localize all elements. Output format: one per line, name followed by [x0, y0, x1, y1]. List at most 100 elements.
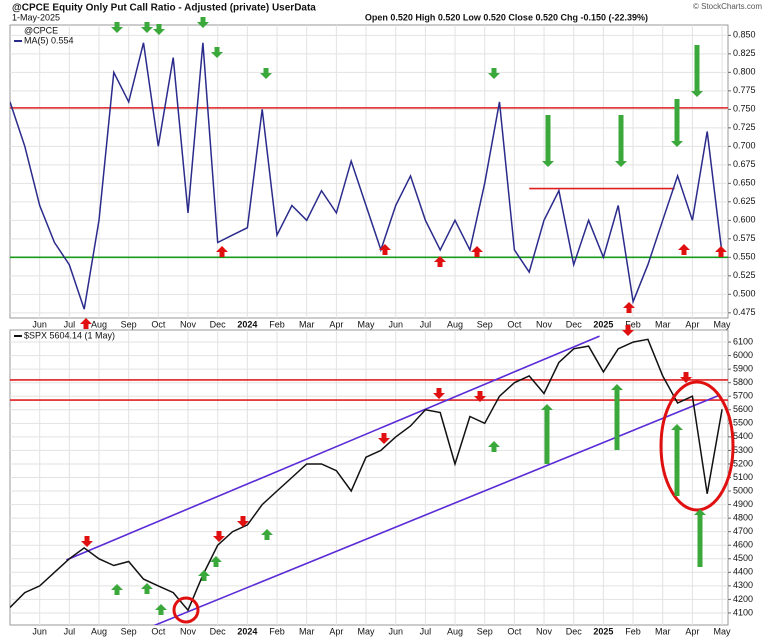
- x-tick-label: Mar: [655, 319, 671, 329]
- x-tick-label: Nov: [180, 626, 197, 636]
- highlight-ellipse: [659, 380, 735, 512]
- arrow: [611, 384, 623, 450]
- x-tick-label: Jun: [32, 626, 47, 636]
- y-tick-label: 0.500: [733, 289, 756, 299]
- x-tick-label: Feb: [625, 626, 641, 636]
- x-tick-label: Feb: [625, 319, 641, 329]
- y-tick-label: 0.850: [733, 30, 756, 40]
- arrow: [715, 246, 727, 257]
- arrow: [379, 244, 391, 255]
- x-tick-label: Dec: [210, 319, 227, 329]
- y-tick-label: 5300: [733, 445, 753, 455]
- x-tick-label: May: [714, 626, 732, 636]
- x-tick-label: Dec: [566, 626, 583, 636]
- credit: © StockCharts.com: [693, 2, 762, 11]
- plot-content: [10, 335, 728, 625]
- y-tick-label: 5000: [733, 485, 753, 495]
- y-tick-label: 4400: [733, 567, 753, 577]
- y-tick-label: 4200: [733, 594, 753, 604]
- y-tick-label: 0.675: [733, 159, 756, 169]
- arrow: [197, 17, 209, 28]
- arrow: [260, 68, 272, 79]
- arrow: [434, 256, 446, 267]
- arrow: [213, 531, 225, 542]
- y-tick-label: 5500: [733, 418, 753, 428]
- y-tick-label: 0.700: [733, 141, 756, 151]
- x-tick-label: Aug: [91, 319, 107, 329]
- y-tick-label: 5900: [733, 364, 753, 374]
- x-tick-label: May: [358, 626, 376, 636]
- arrow: [141, 583, 153, 594]
- x-tick-label: Sep: [477, 626, 493, 636]
- y-tick-label: 6100: [733, 336, 753, 346]
- highlight-circle: [172, 596, 200, 624]
- plot-content: [10, 42, 728, 310]
- x-tick-label: Oct: [507, 319, 522, 329]
- y-tick-label: 0.775: [733, 85, 756, 95]
- x-tick-label: May: [358, 319, 376, 329]
- arrow: [211, 47, 223, 58]
- y-tick-label: 0.625: [733, 196, 756, 206]
- y-tick-label: 4800: [733, 513, 753, 523]
- arrow: [198, 570, 210, 581]
- trend-line: [66, 335, 600, 561]
- x-tick-label: Dec: [210, 626, 227, 636]
- arrow: [474, 391, 486, 402]
- quote: Open 0.520 High 0.520 Low 0.520 Close 0.…: [365, 12, 648, 22]
- x-tick-label: 2024: [237, 626, 257, 636]
- arrow: [671, 99, 683, 147]
- y-tick-label: 0.750: [733, 104, 756, 114]
- arrow: [141, 22, 153, 33]
- x-tick-label: 2025: [593, 626, 613, 636]
- y-tick-label: 5100: [733, 472, 753, 482]
- x-tick-label: Apr: [329, 319, 343, 329]
- arrow: [80, 318, 92, 329]
- arrow: [111, 22, 123, 33]
- arrow: [623, 302, 635, 313]
- arrow: [433, 388, 445, 399]
- y-tick-label: 5600: [733, 404, 753, 414]
- x-tick-label: Jul: [420, 319, 432, 329]
- y-tick-label: 0.525: [733, 270, 756, 280]
- annotations: [80, 17, 735, 624]
- x-tick-label: 2025: [593, 319, 613, 329]
- x-tick-label: 2024: [237, 319, 257, 329]
- x-tick-label: Nov: [536, 626, 553, 636]
- arrow: [488, 441, 500, 452]
- y-tick-label: 5200: [733, 458, 753, 468]
- arrow: [155, 604, 167, 615]
- x-tick-label: Mar: [299, 626, 315, 636]
- y-tick-label: 0.575: [733, 233, 756, 243]
- arrow: [680, 372, 692, 383]
- y-tick-label: 6000: [733, 350, 753, 360]
- x-tick-label: Oct: [151, 626, 166, 636]
- y-tick-label: 5800: [733, 377, 753, 387]
- plot-area: [9, 24, 729, 319]
- arrow: [111, 584, 123, 595]
- x-tick-label: Aug: [447, 626, 463, 636]
- y-tick-label: 0.825: [733, 48, 756, 58]
- x-tick-label: Oct: [507, 626, 522, 636]
- x-tick-label: Mar: [655, 626, 671, 636]
- data-line: [10, 338, 723, 612]
- x-tick-label: Jun: [32, 319, 47, 329]
- x-tick-label: Aug: [91, 626, 107, 636]
- x-tick-label: Dec: [566, 319, 583, 329]
- arrow: [237, 516, 249, 527]
- x-tick-label: May: [714, 319, 732, 329]
- arrow: [210, 556, 222, 567]
- y-tick-label: 0.475: [733, 307, 756, 317]
- x-tick-label: Mar: [299, 319, 315, 329]
- y-tick-label: 4900: [733, 499, 753, 509]
- arrow: [261, 529, 273, 540]
- arrow: [622, 325, 634, 336]
- arrow: [671, 424, 683, 496]
- date: 1-May-2025: [12, 12, 60, 22]
- y-tick-label: 4600: [733, 540, 753, 550]
- panels: 0.475 0.500 0.525 0.550 0.575 0.600 0.625 0.650…: [9, 24, 756, 636]
- legend-label: $SPX 5604.14 (1 May): [24, 330, 115, 340]
- x-tick-label: Sep: [477, 319, 493, 329]
- x-tick-label: Jul: [420, 626, 432, 636]
- y-tick-label: 4500: [733, 553, 753, 563]
